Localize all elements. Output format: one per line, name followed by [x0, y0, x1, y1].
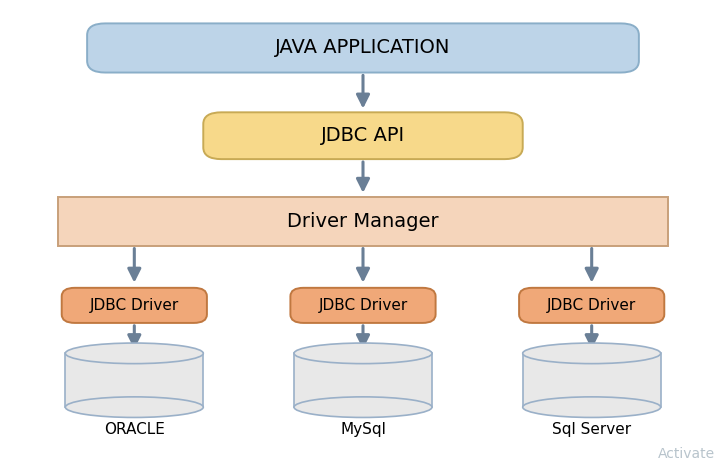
Polygon shape: [523, 353, 661, 407]
Text: ORACLE: ORACLE: [104, 422, 165, 437]
Ellipse shape: [294, 343, 432, 364]
Text: JDBC Driver: JDBC Driver: [319, 298, 407, 313]
Polygon shape: [294, 353, 432, 407]
Ellipse shape: [523, 343, 661, 364]
Text: Activate: Activate: [658, 447, 715, 461]
Text: JAVA APPLICATION: JAVA APPLICATION: [275, 38, 451, 58]
Text: MySql: MySql: [340, 422, 386, 437]
Ellipse shape: [294, 397, 432, 417]
Text: JDBC Driver: JDBC Driver: [90, 298, 179, 313]
FancyBboxPatch shape: [62, 288, 207, 323]
FancyBboxPatch shape: [203, 112, 523, 159]
Text: JDBC API: JDBC API: [321, 126, 405, 145]
FancyBboxPatch shape: [290, 288, 436, 323]
Text: Sql Server: Sql Server: [552, 422, 631, 437]
FancyBboxPatch shape: [519, 288, 664, 323]
Polygon shape: [65, 353, 203, 407]
Ellipse shape: [523, 397, 661, 417]
Text: JDBC Driver: JDBC Driver: [547, 298, 636, 313]
Text: Driver Manager: Driver Manager: [287, 212, 439, 231]
Ellipse shape: [65, 397, 203, 417]
FancyBboxPatch shape: [58, 197, 668, 246]
Ellipse shape: [65, 343, 203, 364]
FancyBboxPatch shape: [87, 23, 639, 73]
